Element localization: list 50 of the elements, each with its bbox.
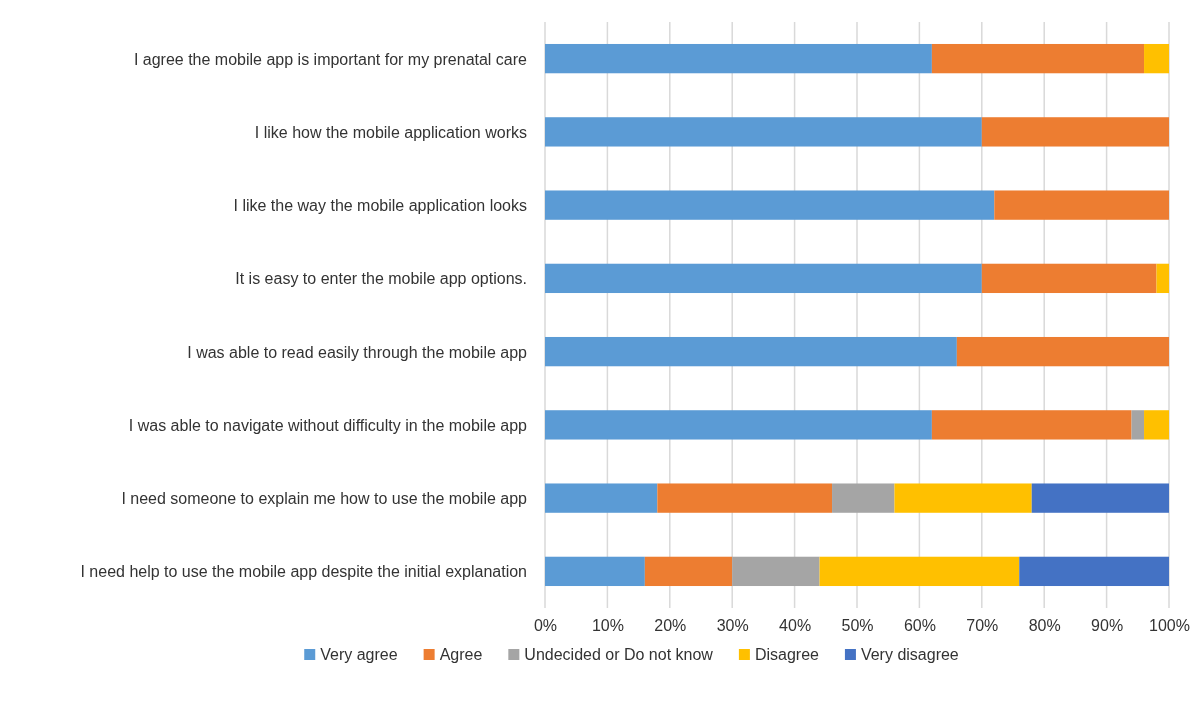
bar bbox=[545, 263, 982, 294]
y-tick-label: I was able to navigate without difficulty in the mobile app bbox=[128, 416, 528, 434]
bar bbox=[981, 117, 1169, 147]
bar bbox=[657, 483, 833, 513]
x-tick-label: 20% bbox=[654, 617, 687, 635]
legend-label: Agree bbox=[439, 646, 483, 663]
x-tick-label: 40% bbox=[779, 617, 812, 635]
bar bbox=[931, 410, 1132, 440]
y-tick-label: I need someone to explain me how to use the mobile app bbox=[121, 490, 528, 508]
y-tick-label: I agree the mobile app is important for my prenatal care bbox=[133, 50, 528, 68]
bar bbox=[1131, 410, 1145, 440]
bar bbox=[1144, 43, 1169, 74]
bar bbox=[931, 43, 1145, 74]
legend-label: Disagree bbox=[754, 646, 820, 663]
bar bbox=[732, 556, 820, 587]
x-tick-label: 70% bbox=[966, 617, 999, 635]
bar bbox=[644, 556, 733, 587]
bar bbox=[981, 263, 1157, 294]
bar bbox=[1031, 483, 1169, 513]
bar bbox=[545, 117, 982, 147]
y-tick-label: I like the way the mobile application looks bbox=[233, 197, 527, 215]
bar bbox=[545, 410, 932, 440]
y-tick-label: It is easy to enter the mobile app options. bbox=[235, 270, 527, 288]
bar bbox=[545, 483, 658, 513]
x-tick-label: 100% bbox=[1149, 617, 1190, 635]
bar bbox=[956, 336, 1169, 367]
bar bbox=[1019, 556, 1169, 587]
x-tick-label: 10% bbox=[591, 617, 624, 635]
bar bbox=[994, 190, 1169, 220]
bar bbox=[894, 483, 1032, 513]
x-tick-label: 30% bbox=[716, 617, 749, 635]
bar bbox=[545, 43, 932, 74]
legend-label: Very agree bbox=[320, 646, 398, 663]
bar bbox=[1144, 410, 1169, 440]
legend-label: Very disagree bbox=[860, 646, 959, 663]
x-tick-label: 0% bbox=[533, 617, 558, 635]
bar bbox=[1156, 263, 1169, 294]
y-tick-label: I like how the mobile application works bbox=[254, 123, 527, 141]
bar bbox=[545, 336, 957, 367]
x-tick-label: 60% bbox=[903, 617, 936, 635]
bar bbox=[832, 483, 895, 513]
x-tick-label: 90% bbox=[1091, 617, 1124, 635]
bar bbox=[545, 556, 645, 587]
bar bbox=[819, 556, 1020, 587]
x-tick-label: 50% bbox=[841, 617, 874, 635]
bar bbox=[545, 190, 995, 220]
y-tick-label: I was able to read easily through the mobile app bbox=[187, 343, 528, 361]
y-tick-label: I need help to use the mobile app despite the initial explanation bbox=[80, 563, 527, 581]
x-tick-label: 80% bbox=[1028, 617, 1061, 635]
legend-label: Undecided or Do not know bbox=[524, 646, 714, 663]
